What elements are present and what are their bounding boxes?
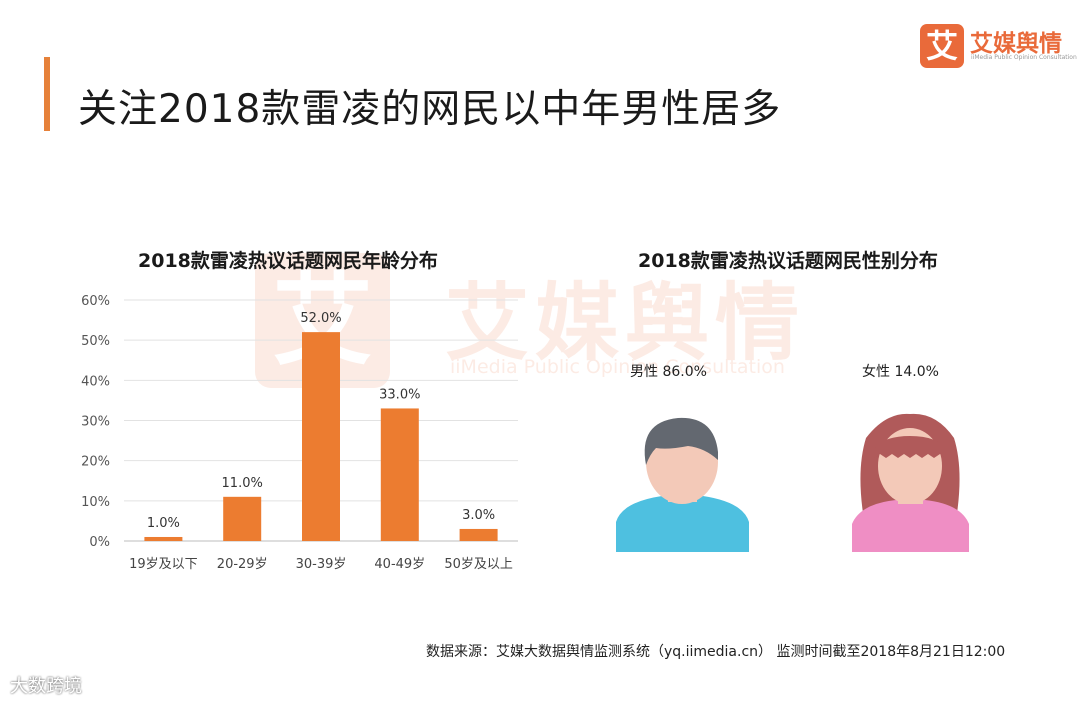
wechat-watermark: 大数跨境 [10, 676, 82, 697]
female-label: 女性 14.0% [862, 364, 939, 380]
page-title: 关注2018款雷凌的网民以中年男性居多 [78, 87, 782, 132]
male-label: 男性 86.0% [630, 364, 707, 380]
bar [459, 528, 498, 541]
y-tick-label: 10% [81, 495, 110, 510]
y-tick-label: 60% [81, 294, 110, 309]
x-tick-label: 19岁及以下 [129, 557, 198, 572]
y-tick-label: 30% [81, 415, 110, 430]
bar [223, 496, 262, 541]
x-tick-label: 40-49岁 [374, 557, 425, 572]
female-avatar-icon [852, 413, 969, 552]
x-tick-label: 50岁及以上 [444, 557, 513, 572]
bar-value-label: 1.0% [147, 516, 180, 531]
bar-value-label: 3.0% [462, 508, 495, 523]
logo-badge: 艾 [920, 24, 964, 68]
logo-subtitle: iiMedia Public Opinion Consultation [971, 54, 1077, 61]
y-tick-label: 50% [81, 334, 110, 349]
logo-name: 艾媒舆情 [970, 31, 1062, 57]
age-chart-title: 2018款雷凌热议话题网民年龄分布 [138, 250, 438, 272]
x-tick-label: 30-39岁 [296, 557, 347, 572]
data-source-note: 数据来源：艾媒大数据舆情监测系统（yq.iimedia.cn） 监测时间截至20… [426, 644, 1006, 660]
title-accent-bar [44, 57, 50, 131]
gender-chart-title: 2018款雷凌热议话题网民性别分布 [638, 250, 938, 272]
y-tick-label: 40% [81, 374, 110, 389]
x-tick-label: 20-29岁 [217, 557, 268, 572]
age-bar-chart: 0% 10% 20% 30% 40% 50% 60% 1.0% 19岁及以下 11.0% 20-29… [81, 294, 518, 572]
bar-value-label: 52.0% [300, 311, 341, 326]
bar [302, 332, 340, 541]
bar-value-label: 11.0% [222, 476, 263, 491]
bar [144, 536, 183, 541]
y-tick-label: 0% [89, 535, 110, 550]
male-avatar-icon [616, 417, 749, 552]
y-tick-label: 20% [81, 455, 110, 470]
bar [380, 408, 419, 541]
bar-value-label: 33.0% [379, 387, 420, 402]
